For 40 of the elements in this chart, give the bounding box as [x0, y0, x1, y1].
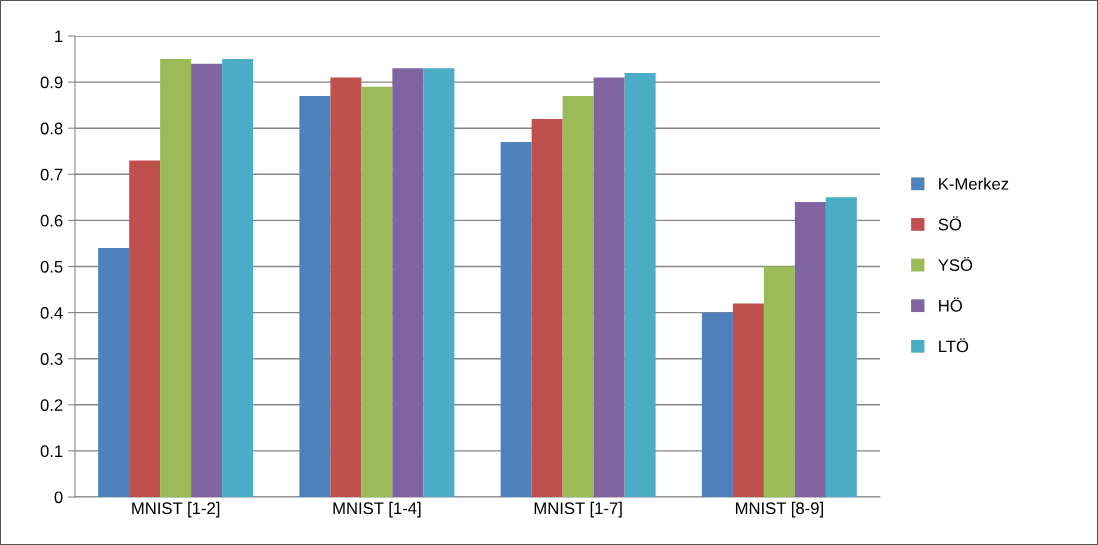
bar [531, 118, 563, 497]
legend-label: YSÖ [938, 256, 973, 272]
y-tick-label: 0.9 [40, 76, 63, 89]
y-tick-label: 0.5 [40, 260, 63, 273]
x-tick-label: MNIST [1-7] [534, 501, 622, 518]
y-tick-label: 0.2 [40, 399, 63, 411]
legend-label: LTÖ [939, 338, 969, 353]
bar [299, 95, 331, 497]
bar [361, 86, 393, 497]
y-tick-label: 0.6 [40, 214, 63, 227]
legend-label: SÖ [938, 216, 962, 231]
bar [191, 63, 223, 497]
bar [160, 59, 192, 497]
bar [794, 201, 826, 497]
bar [701, 312, 733, 497]
bar [732, 303, 764, 497]
bar [763, 266, 795, 497]
bar [423, 68, 455, 497]
x-tick-label: MNIST [8-9] [735, 501, 823, 518]
y-tick-label: 1 [55, 30, 63, 43]
bar [825, 197, 857, 497]
bar [98, 248, 130, 497]
y-tick-label: 0.7 [40, 168, 63, 181]
x-tick-label: MNIST [1-4] [333, 501, 421, 518]
bar [562, 95, 594, 497]
y-tick-label: 0.3 [40, 353, 63, 365]
bar [392, 68, 424, 497]
bar [624, 72, 656, 497]
bar [500, 142, 532, 497]
bar [129, 160, 161, 497]
y-tick-label: 0.4 [40, 307, 63, 319]
y-tick-label: 0.1 [40, 445, 63, 458]
y-tick-label: 0.8 [40, 122, 63, 135]
bar [330, 77, 362, 497]
legend-label: HÖ [939, 297, 962, 312]
x-tick-label: MNIST [1-2] [132, 501, 220, 518]
bar [222, 59, 254, 497]
legend-label: K-Merkez [939, 177, 1009, 190]
y-tick-label: 0 [54, 491, 63, 504]
bar [593, 77, 625, 497]
